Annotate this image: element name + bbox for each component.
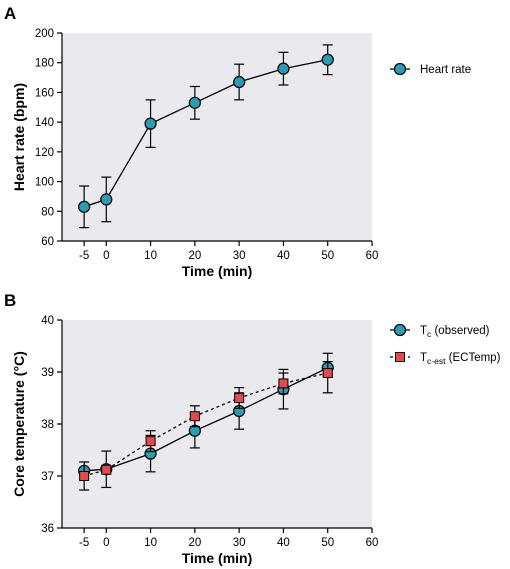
data-point <box>145 436 156 447</box>
x-tick-label: 30 <box>233 250 246 262</box>
x-tick-label: 50 <box>321 537 334 549</box>
y-tick-label: 39 <box>41 367 54 379</box>
data-point <box>234 393 245 403</box>
x-axis-title: Time (min) <box>182 263 253 279</box>
data-point <box>321 53 334 66</box>
data-point <box>101 464 112 475</box>
y-tick-label: 200 <box>35 28 54 40</box>
x-tick-label: 40 <box>277 250 290 262</box>
x-axis-title: Time (min) <box>182 550 253 566</box>
data-point <box>79 471 90 481</box>
legend-marker <box>393 323 407 337</box>
data-point <box>277 62 290 75</box>
legend-label: Heart rate <box>420 64 471 76</box>
y-tick-label: 80 <box>41 206 54 218</box>
y-tick-label: 37 <box>41 471 54 483</box>
y-tick-label: 180 <box>35 58 54 70</box>
x-tick-label: -5 <box>79 537 89 549</box>
data-point <box>322 368 333 379</box>
legend-marker <box>395 352 405 362</box>
y-tick-label: 160 <box>35 87 54 99</box>
y-tick-label: 40 <box>41 315 54 327</box>
y-tick-label: 38 <box>41 419 54 431</box>
x-tick-label: 30 <box>233 537 246 549</box>
x-tick-label: 0 <box>103 250 109 262</box>
y-tick-label: 60 <box>41 236 54 248</box>
y-axis-title: Core temperature (°C) <box>11 351 27 497</box>
panel-b-core-temperature-chart: B 36 37 38 39 40 -5 0 10 20 30 40 50 60 Time (min) Core… <box>4 291 501 566</box>
x-tick-label: 10 <box>144 537 157 549</box>
data-point <box>188 96 201 109</box>
x-tick-label: 50 <box>321 250 334 262</box>
legend-label: Tc-est (ECTemp) <box>420 352 501 366</box>
panel-label: A <box>4 4 16 23</box>
data-point <box>189 411 200 422</box>
x-tick-label: 60 <box>366 537 379 549</box>
y-tick-label: 140 <box>35 117 54 129</box>
data-point <box>78 200 91 213</box>
legend-marker <box>393 62 407 76</box>
data-point <box>278 378 289 389</box>
x-tick-label: 10 <box>144 250 157 262</box>
x-tick-label: 60 <box>366 250 379 262</box>
plot-area <box>62 320 372 528</box>
x-tick-label: 40 <box>277 537 290 549</box>
y-tick-label: 120 <box>35 147 54 159</box>
y-axis-title: Heart rate (bpm) <box>11 83 27 191</box>
data-point <box>233 75 246 89</box>
data-point <box>144 117 157 130</box>
panel-a-heart-rate-chart: A 60 80 100 120 140 160 180 200 -5 0 10 20 30 40 50 60 Ti… <box>4 4 471 279</box>
data-point <box>100 193 113 206</box>
x-tick-label: 20 <box>188 537 201 549</box>
panel-label: B <box>4 291 16 310</box>
x-tick-label: 0 <box>103 537 109 549</box>
y-tick-label: 36 <box>41 523 54 535</box>
x-tick-label: -5 <box>79 250 89 262</box>
legend-label: Tc (observed) <box>420 325 490 339</box>
x-tick-label: 20 <box>188 250 201 262</box>
y-tick-label: 100 <box>35 177 54 189</box>
plot-area <box>62 33 372 241</box>
